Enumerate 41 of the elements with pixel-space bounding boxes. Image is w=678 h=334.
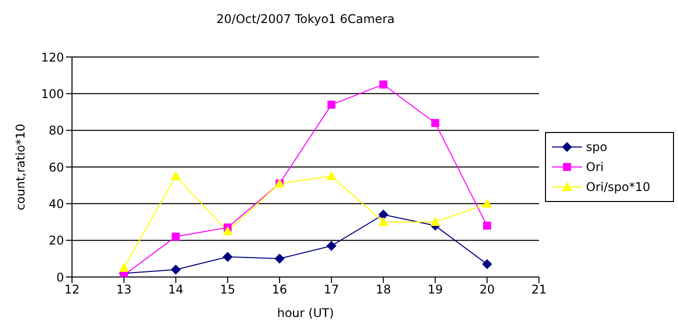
legend-label: spo bbox=[586, 140, 608, 154]
point bbox=[378, 210, 388, 220]
x-axis-title: hour (UT) bbox=[277, 306, 334, 320]
x-tick-label: 12 bbox=[64, 282, 80, 297]
point bbox=[170, 171, 181, 180]
point bbox=[222, 252, 233, 262]
point bbox=[326, 171, 336, 180]
point bbox=[222, 226, 233, 236]
y-tick-label: 100 bbox=[41, 86, 64, 101]
chart-title: 20/Oct/2007 Tokyo1 6Camera bbox=[215, 12, 396, 26]
x-tick-label: 19 bbox=[428, 282, 443, 297]
y-tick-label: 40 bbox=[48, 196, 64, 211]
y-tick-label: 120 bbox=[41, 50, 64, 64]
y-tick-label: 0 bbox=[56, 270, 64, 284]
x-tick-label: 18 bbox=[376, 282, 391, 297]
legend-label: Ori/spo*10 bbox=[586, 180, 650, 194]
x-tick-label: 20 bbox=[479, 282, 495, 297]
point bbox=[274, 254, 285, 264]
point bbox=[326, 240, 336, 251]
point bbox=[170, 264, 181, 275]
point bbox=[172, 232, 180, 241]
point bbox=[118, 262, 129, 272]
x-tick-label: 15 bbox=[220, 282, 236, 297]
x-tick-label: 16 bbox=[272, 282, 288, 297]
x-tick-label: 17 bbox=[324, 282, 340, 297]
y-tick-label: 60 bbox=[48, 160, 64, 174]
legend-label: Ori bbox=[586, 160, 604, 174]
point bbox=[482, 198, 492, 208]
y-axis-title: count,ratio*10 bbox=[13, 124, 28, 210]
point bbox=[483, 222, 492, 230]
point bbox=[327, 100, 336, 109]
point bbox=[379, 80, 388, 88]
point bbox=[482, 259, 492, 270]
point bbox=[431, 119, 440, 127]
x-tick-label: 14 bbox=[168, 282, 184, 297]
x-tick-label: 21 bbox=[531, 282, 547, 297]
y-tick-label: 20 bbox=[48, 234, 64, 248]
x-tick-label: 13 bbox=[116, 282, 132, 297]
point bbox=[378, 217, 388, 226]
point bbox=[430, 217, 440, 226]
y-tick-label: 80 bbox=[48, 124, 64, 138]
